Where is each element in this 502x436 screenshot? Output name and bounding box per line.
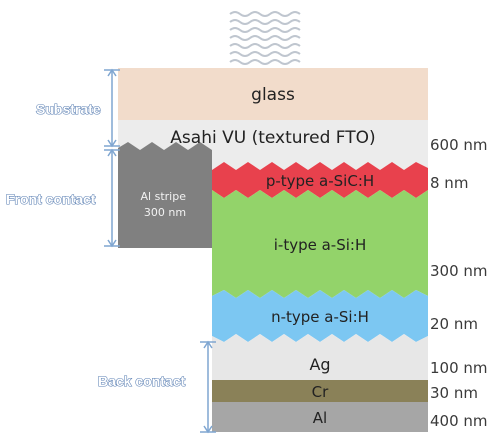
cr-thickness: 30 nm [430, 384, 478, 402]
glass-label: glass [251, 85, 295, 105]
front-contact-group-label: Front contact [6, 191, 96, 207]
i-type-layer [212, 190, 428, 298]
ag-layer [212, 334, 428, 380]
al-layer [212, 402, 428, 432]
al-stripe-line1: Al stripe [141, 190, 187, 203]
sunlight-waves [229, 11, 301, 65]
al-stripe-line2: 300 nm [144, 206, 186, 219]
i-type-thickness: 300 nm [430, 262, 488, 280]
al-stripe-label: Al stripe 300 nm [141, 190, 190, 219]
p-type-layer [212, 162, 428, 198]
front-contact-bracket [104, 148, 120, 248]
back-contact-group-label: Back contact [98, 373, 185, 389]
fto-thickness: 600 nm [430, 136, 488, 154]
n-type-layer [212, 290, 428, 342]
p-type-thickness: 8 nm [430, 174, 468, 192]
back-contact-bracket [200, 340, 216, 434]
substrate-bracket [104, 68, 120, 148]
ag-thickness: 100 nm [430, 359, 488, 377]
fto-layer [118, 120, 428, 170]
n-type-thickness: 20 nm [430, 315, 478, 333]
substrate-group-label: Substrate [36, 101, 101, 117]
cr-layer [212, 380, 428, 402]
al-thickness: 400 nm [430, 412, 488, 430]
glass-layer [118, 68, 428, 120]
p-type-label: p-type a-SiC:H [266, 172, 374, 190]
n-type-label: n-type a-Si:H [271, 308, 369, 326]
fto-label: Asahi VU (textured FTO) [170, 128, 375, 148]
cr-label: Cr [312, 383, 329, 401]
ag-label: Ag [309, 355, 330, 374]
al-stripe [118, 142, 212, 248]
i-type-label: i-type a-Si:H [274, 236, 366, 254]
al-label: Al [313, 409, 327, 427]
